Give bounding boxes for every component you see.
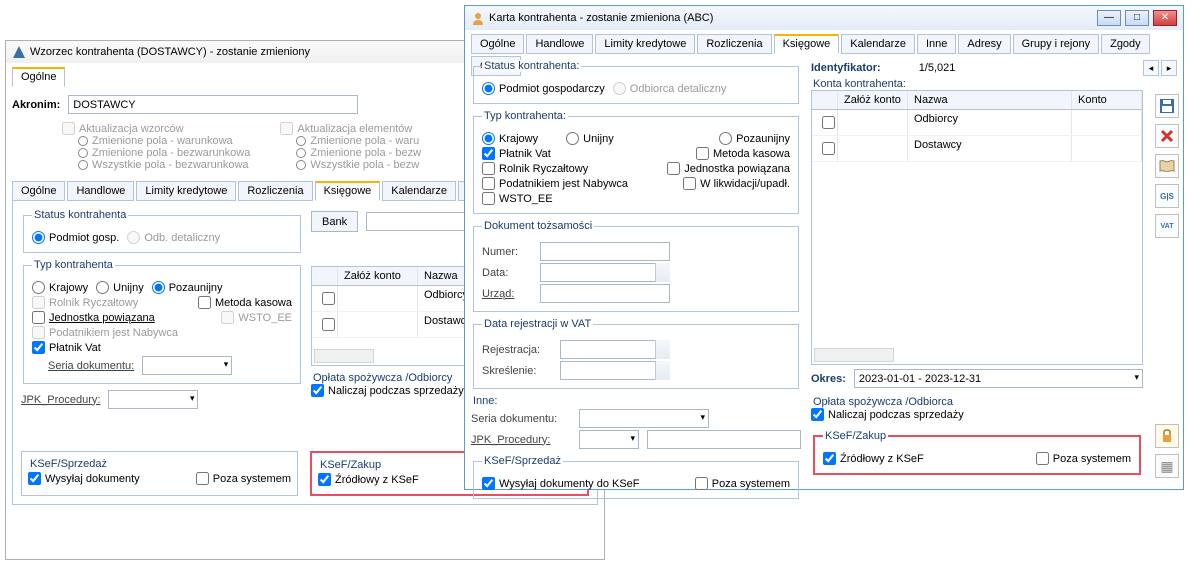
vat-icon[interactable]: VAT bbox=[1155, 214, 1179, 238]
typ-group-front: Typ kontrahenta: Krajowy Unijny Pozaunij… bbox=[473, 110, 799, 214]
jpk-select[interactable] bbox=[108, 390, 198, 409]
table-row[interactable]: Dostawcy bbox=[812, 136, 1142, 162]
tab-rozliczenia[interactable]: Rozliczenia bbox=[238, 181, 312, 201]
seria-label: Seria dokumentu: bbox=[32, 360, 134, 372]
chk-podatnikiem: Podatnikiem jest Nabywca bbox=[32, 326, 178, 339]
identyfikator-label: Identyfikator: bbox=[811, 62, 881, 74]
table-row[interactable]: Odbiorcy bbox=[812, 110, 1142, 136]
chk-platnik[interactable]: Płatnik Vat bbox=[32, 341, 101, 354]
chk-poza-sprzedaz[interactable]: Poza systemem bbox=[196, 472, 291, 485]
radio-podmiot[interactable]: Podmiot gosp. bbox=[32, 231, 119, 244]
chk-naliczaj[interactable]: Naliczaj podczas sprzedaży bbox=[311, 384, 464, 397]
seria-select[interactable] bbox=[142, 356, 232, 375]
tab-handlowe[interactable]: Handlowe bbox=[526, 34, 593, 54]
okres-label: Okres: bbox=[811, 373, 846, 385]
tab-ogolne-top[interactable]: Ogólne bbox=[12, 67, 65, 87]
delete-icon[interactable] bbox=[1155, 124, 1179, 148]
seria-select-front[interactable] bbox=[579, 409, 709, 428]
chk-poza-zakup-front[interactable]: Poza systemem bbox=[1036, 452, 1131, 465]
bank-button[interactable]: Bank bbox=[311, 211, 358, 232]
aktualizacja-wzorcow-group: Aktualizacja wzorców Zmienione pola - wa… bbox=[62, 122, 250, 171]
chk-poza-sprzedaz-front[interactable]: Poza systemem bbox=[695, 477, 790, 490]
tab-ksiegowe[interactable]: Księgowe bbox=[315, 181, 381, 201]
window-karta: Karta kontrahenta - zostanie zmieniona (… bbox=[464, 5, 1184, 490]
typ-group: Typ kontrahenta Krajowy Unijny Pozaunijn… bbox=[23, 259, 301, 384]
aktualizacja-elementow-group: Aktualizacja elementów Zmienione pola - … bbox=[280, 122, 421, 171]
urzad-input[interactable] bbox=[540, 284, 670, 303]
chk-metoda[interactable]: Metoda kasowa bbox=[198, 296, 292, 309]
side-toolbar: G|S VAT ▦ bbox=[1155, 94, 1179, 478]
tab-next-button[interactable]: ▸ bbox=[1161, 60, 1177, 76]
chk-wysylaj[interactable]: Wysyłaj dokumenty bbox=[28, 472, 140, 485]
rejestracja-input[interactable] bbox=[560, 340, 670, 359]
akronim-label: Akronim: bbox=[12, 99, 60, 111]
book-icon[interactable] bbox=[1155, 154, 1179, 178]
jpk-text-input[interactable] bbox=[647, 430, 801, 449]
tab-handlowe[interactable]: Handlowe bbox=[67, 181, 134, 201]
tab-rozliczenia[interactable]: Rozliczenia bbox=[697, 34, 771, 54]
gus-icon[interactable]: G|S bbox=[1155, 184, 1179, 208]
chk-rolnik: Rolnik Ryczałtowy bbox=[32, 296, 138, 309]
tab-ksiegowe[interactable]: Księgowe bbox=[774, 34, 840, 54]
okres-select[interactable] bbox=[854, 369, 1143, 388]
ksef-sprzedaz-front: KSeF/Sprzedaż Wysyłaj dokumenty do KSeF … bbox=[473, 455, 799, 499]
tab-grupy[interactable]: Grupy i rejony bbox=[1013, 34, 1099, 54]
tab-limity[interactable]: Limity kredytowe bbox=[136, 181, 236, 201]
ksef-sprzedaz-group: KSeF/Sprzedaż Wysyłaj dokumenty Poza sys… bbox=[21, 451, 298, 496]
jpk-label: JPK_Procedury: bbox=[21, 394, 100, 406]
data-input[interactable] bbox=[540, 263, 670, 282]
maximize-button[interactable]: □ bbox=[1125, 10, 1149, 26]
radio-unijny[interactable]: Unijny bbox=[96, 281, 144, 294]
chk-jednostka[interactable]: Jednostka powiązana bbox=[32, 311, 155, 324]
konta-table-front: Załóż konto Nazwa Konto Odbiorcy Dostawc… bbox=[811, 90, 1143, 365]
radio-krajowy[interactable]: Krajowy bbox=[32, 281, 88, 294]
tab-ogolne[interactable]: Ogólne bbox=[471, 34, 524, 54]
close-button[interactable]: ✕ bbox=[1153, 10, 1177, 26]
skreslenie-input[interactable] bbox=[560, 361, 670, 380]
numer-input[interactable] bbox=[540, 242, 670, 261]
window-title: Karta kontrahenta - zostanie zmieniona (… bbox=[485, 12, 1097, 24]
minimize-button[interactable]: — bbox=[1097, 10, 1121, 26]
jpk-select-front[interactable] bbox=[579, 430, 639, 449]
radio-podmiot-front[interactable]: Podmiot gospodarczy bbox=[482, 82, 605, 95]
save-icon[interactable] bbox=[1155, 94, 1179, 118]
lock-icon[interactable] bbox=[1155, 424, 1179, 448]
tab-adresy[interactable]: Adresy bbox=[958, 34, 1010, 54]
tab-zgody[interactable]: Zgody bbox=[1101, 34, 1150, 54]
identyfikator-value: 1/5,021 bbox=[919, 62, 956, 74]
radio-pozaunijny[interactable]: Pozaunijny bbox=[152, 281, 223, 294]
app-icon bbox=[12, 45, 26, 59]
tab-ogolne[interactable]: Ogólne bbox=[12, 181, 65, 201]
status-group: Status kontrahenta Podmiot gosp. Odb. de… bbox=[23, 209, 301, 253]
chk-zrodlowy-front[interactable]: Źródłowy z KSeF bbox=[823, 452, 924, 465]
chk-wsto: WSTO_EE bbox=[221, 311, 292, 324]
titlebar-front[interactable]: Karta kontrahenta - zostanie zmieniona (… bbox=[465, 6, 1183, 30]
tab-kalendarze[interactable]: Kalendarze bbox=[382, 181, 456, 201]
ksef-zakup-front: KSeF/Zakup Źródłowy z KSeF Poza systemem bbox=[813, 430, 1141, 475]
person-icon bbox=[471, 11, 485, 25]
tab-inne[interactable]: Inne bbox=[917, 34, 956, 54]
dok-group: Dokument tożsamości Numer: Data: Urząd: bbox=[473, 220, 799, 312]
akronim-input[interactable] bbox=[68, 95, 358, 114]
vat-group: Data rejestracji w VAT Rejestracja: Skre… bbox=[473, 318, 799, 389]
tab-limity[interactable]: Limity kredytowe bbox=[595, 34, 695, 54]
status-group-front: Status kontrahenta: Podmiot gospodarczy … bbox=[473, 60, 799, 104]
chk-zrodlowy[interactable]: Źródłowy z KSeF bbox=[318, 473, 419, 486]
tab-kalendarze[interactable]: Kalendarze bbox=[841, 34, 915, 54]
settings-icon[interactable]: ▦ bbox=[1155, 454, 1179, 478]
tab-prev-button[interactable]: ◂ bbox=[1143, 60, 1159, 76]
chk-naliczaj-front[interactable]: Naliczaj podczas sprzedaży bbox=[811, 408, 964, 421]
radio-odb-front[interactable]: Odbiorca detaliczny bbox=[613, 82, 727, 95]
chk-wysylaj-front[interactable]: Wysyłaj dokumenty do KSeF bbox=[482, 477, 640, 490]
radio-odb[interactable]: Odb. detaliczny bbox=[127, 231, 220, 244]
